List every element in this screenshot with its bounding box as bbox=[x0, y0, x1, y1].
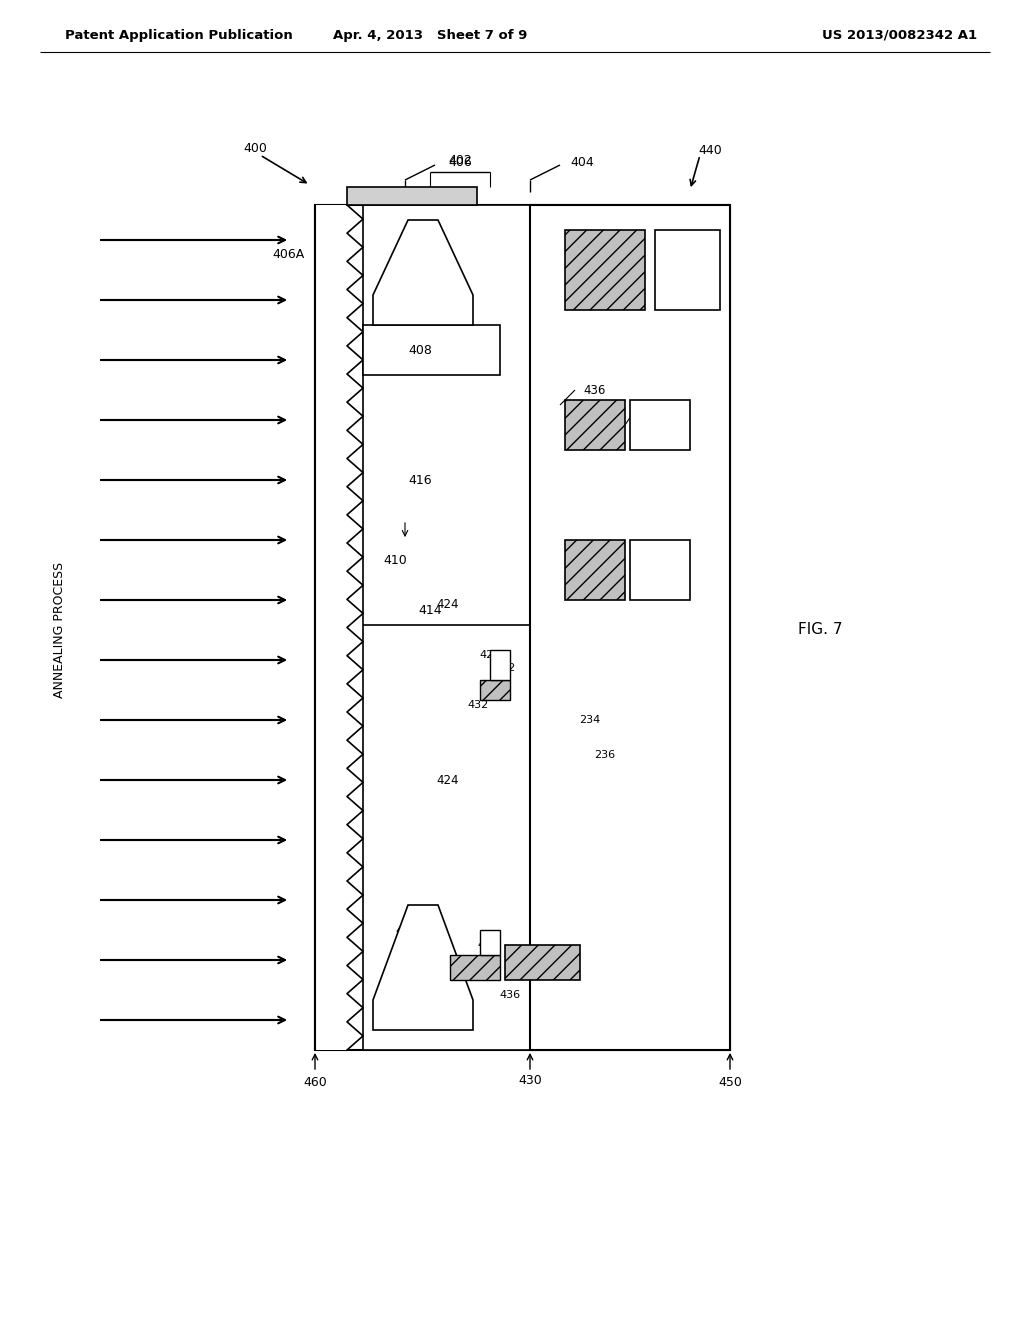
Text: 434: 434 bbox=[564, 246, 586, 259]
Text: 424: 424 bbox=[437, 598, 459, 611]
Text: 436: 436 bbox=[634, 553, 656, 566]
Text: 236: 236 bbox=[595, 750, 615, 760]
Text: 234: 234 bbox=[580, 715, 601, 725]
Text: 406: 406 bbox=[449, 156, 472, 169]
Bar bbox=[315, 205, 730, 1049]
Polygon shape bbox=[373, 220, 473, 325]
Text: FIG. 7: FIG. 7 bbox=[798, 623, 843, 638]
Text: 402: 402 bbox=[449, 153, 472, 166]
Text: 436: 436 bbox=[634, 404, 656, 417]
Bar bbox=[480, 931, 500, 954]
Bar bbox=[655, 230, 720, 310]
Bar bbox=[505, 945, 580, 979]
Bar bbox=[450, 954, 500, 979]
Text: 408: 408 bbox=[395, 924, 419, 936]
Text: 460: 460 bbox=[303, 1076, 327, 1089]
Text: 414: 414 bbox=[418, 603, 441, 616]
Bar bbox=[362, 205, 530, 1049]
Bar bbox=[630, 540, 690, 601]
Text: 436: 436 bbox=[584, 384, 606, 396]
Text: 410: 410 bbox=[383, 553, 407, 566]
Text: ANNEALING PROCESS: ANNEALING PROCESS bbox=[53, 562, 67, 698]
Text: Patent Application Publication: Patent Application Publication bbox=[65, 29, 293, 41]
Text: 424: 424 bbox=[437, 774, 459, 787]
Bar bbox=[565, 540, 625, 601]
Bar bbox=[630, 400, 690, 450]
Text: Apr. 4, 2013   Sheet 7 of 9: Apr. 4, 2013 Sheet 7 of 9 bbox=[333, 29, 527, 41]
Bar bbox=[565, 400, 625, 450]
Text: 436: 436 bbox=[568, 544, 591, 557]
Bar bbox=[490, 649, 510, 680]
Bar bbox=[347, 187, 477, 205]
Bar bbox=[530, 205, 730, 1049]
Text: 404: 404 bbox=[570, 156, 594, 169]
Text: 416: 416 bbox=[409, 474, 432, 487]
Text: 406A: 406A bbox=[272, 248, 305, 261]
Text: 430: 430 bbox=[518, 1073, 542, 1086]
Text: 408: 408 bbox=[408, 343, 432, 356]
Text: 420: 420 bbox=[479, 649, 501, 660]
Bar bbox=[315, 205, 347, 1049]
Text: 422: 422 bbox=[477, 940, 499, 950]
Text: US 2013/0082342 A1: US 2013/0082342 A1 bbox=[822, 29, 978, 41]
Polygon shape bbox=[373, 906, 473, 1030]
Bar bbox=[565, 230, 645, 310]
Bar bbox=[362, 325, 500, 375]
Text: 432: 432 bbox=[495, 663, 516, 673]
Text: 450: 450 bbox=[718, 1076, 742, 1089]
Text: 432: 432 bbox=[467, 700, 488, 710]
Text: 440: 440 bbox=[698, 144, 722, 157]
Text: 400: 400 bbox=[243, 141, 267, 154]
Bar bbox=[480, 680, 510, 700]
Text: 432: 432 bbox=[450, 990, 471, 1001]
Text: 436: 436 bbox=[500, 990, 520, 1001]
